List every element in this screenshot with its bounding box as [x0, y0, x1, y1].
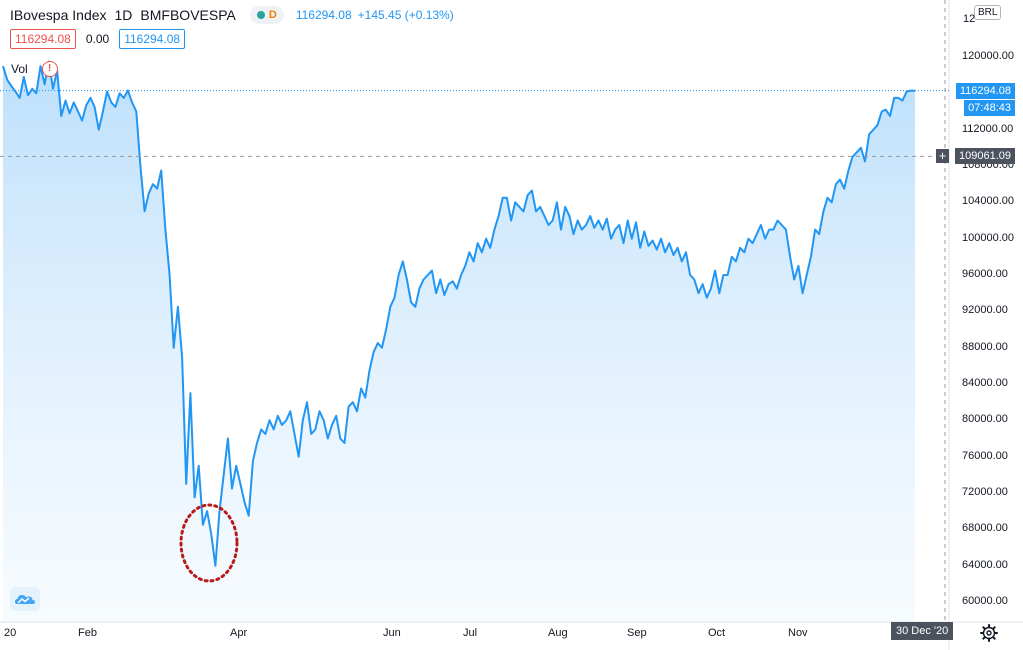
last-price-tag: 116294.08	[955, 82, 1015, 99]
price-axis-label: 76000.00	[962, 449, 1008, 462]
price-axis-label: 120000.00	[962, 50, 1014, 62]
price-axis-label: 96000.00	[962, 268, 1008, 280]
time-axis-label: Oct	[708, 627, 726, 639]
time-axis-label: Feb	[78, 627, 97, 639]
legend: IBovespa Index 1D BMFBOVESPA D 116294.08…	[10, 6, 454, 24]
series-group	[2, 60, 916, 622]
market-status-pill[interactable]: D	[249, 6, 284, 24]
time-axis-label: Sep	[627, 627, 647, 639]
price-axis-label: 104000.00	[962, 195, 1014, 208]
crosshair-price-tag: 109061.09	[955, 148, 1015, 165]
time-axis-label: Nov	[788, 627, 808, 639]
price-change: +145.45 (+0.13%)	[357, 8, 454, 22]
value-box-red: 116294.08	[10, 29, 76, 49]
tradingview-logo-icon[interactable]	[10, 587, 40, 611]
price-axis-label: 88000.00	[962, 340, 1008, 353]
symbol-name[interactable]: IBovespa Index	[10, 7, 107, 23]
time-axis-label: Jul	[463, 627, 478, 639]
price-axis-label: 92000.00	[962, 304, 1008, 317]
price-axis-label: 84000.00	[962, 377, 1008, 389]
exchange-label: BMFBOVESPA	[140, 7, 236, 23]
price-axis-label: 68000.00	[962, 522, 1008, 535]
time-axis-label: 20	[4, 627, 17, 639]
volume-legend: Vol !	[11, 61, 58, 77]
price-axis-label: 60000.00	[962, 595, 1008, 607]
price-values-row: 116294.08 0.00 116294.08	[10, 29, 186, 49]
price-axis-top-label: 12	[963, 13, 976, 25]
price-axis-label: 100000.00	[962, 231, 1014, 244]
last-price: 116294.08	[295, 8, 352, 22]
value-box-blue: 116294.08	[119, 29, 186, 49]
price-axis-label: 64000.00	[962, 558, 1008, 571]
cloud-logo-icon	[15, 595, 35, 604]
delayed-badge: D	[268, 9, 277, 21]
market-open-dot-icon	[256, 11, 265, 19]
volume-label[interactable]: Vol	[11, 62, 28, 76]
countdown-tag: 07:48:43	[964, 99, 1015, 116]
time-axis-label: Aug	[548, 627, 568, 639]
time-axis-label: Jun	[383, 627, 401, 639]
currency-button[interactable]: BRL	[974, 5, 1002, 20]
add-plus-icon[interactable]: +	[936, 149, 949, 164]
red-circle-annotation	[179, 503, 239, 583]
price-axis-label: 112000.00	[962, 122, 1014, 135]
price-axis-label: 80000.00	[962, 413, 1008, 426]
price-axis-label: 72000.00	[962, 486, 1008, 498]
time-axis-label: Apr	[230, 627, 248, 639]
value-mid: 0.00	[85, 32, 110, 46]
price-line	[2, 60, 916, 567]
crosshair-date-tag: 30 Dec '20	[891, 622, 954, 640]
warning-icon[interactable]: !	[41, 61, 58, 77]
gear-icon[interactable]	[980, 624, 998, 642]
interval-label[interactable]: 1D	[114, 7, 133, 23]
